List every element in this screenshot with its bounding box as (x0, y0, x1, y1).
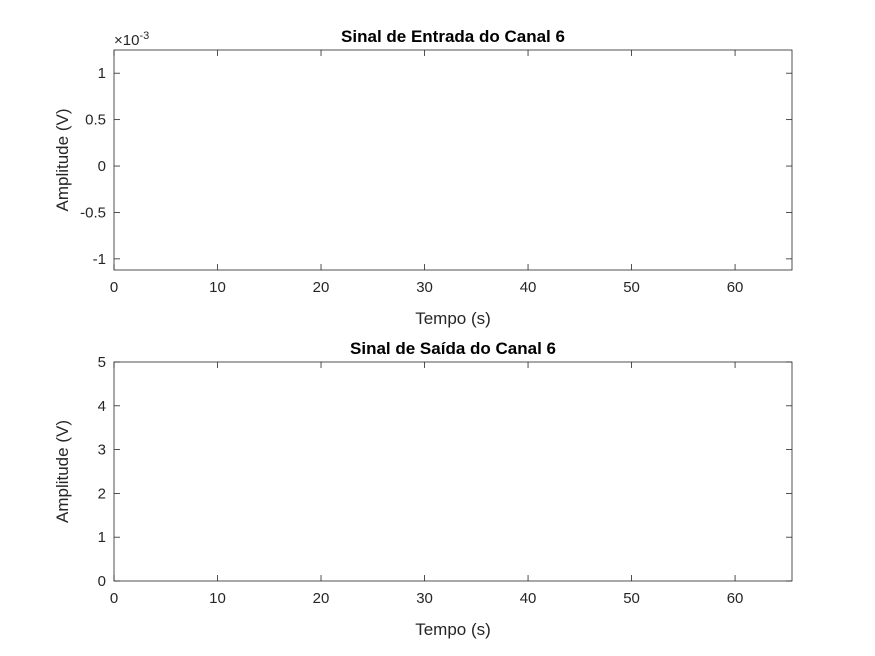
y-tick-label: 1 (98, 529, 106, 546)
x-axis-label: Tempo (s) (415, 620, 491, 639)
x-tick-label: 40 (520, 590, 537, 607)
x-tick-label: 0 (110, 279, 118, 296)
y-tick-label: 1 (98, 65, 106, 82)
y-tick-label: 0 (98, 573, 106, 590)
y-axis-label: Amplitude (V) (53, 420, 72, 523)
y-tick-label: -0.5 (80, 204, 106, 221)
y-tick-label: -1 (93, 251, 106, 268)
y-exponent-power: -3 (139, 30, 149, 42)
y-tick-label: 0 (98, 158, 106, 175)
chart-title: Sinal de Saída do Canal 6 (350, 339, 556, 358)
y-exponent-base: ×10 (114, 32, 139, 49)
axes-frame (113, 49, 793, 271)
y-tick-label: 3 (98, 442, 106, 459)
x-tick-label: 30 (416, 279, 433, 296)
y-exponent-label: ×10-3 (114, 30, 149, 49)
x-tick-label: 30 (416, 590, 433, 607)
chart-title: Sinal de Entrada do Canal 6 (341, 27, 565, 46)
x-tick-label: 20 (313, 279, 330, 296)
x-axis-label: Tempo (s) (415, 309, 491, 328)
x-tick-label: 0 (110, 590, 118, 607)
x-tick-label: 10 (209, 279, 226, 296)
axes-frame (113, 361, 793, 582)
x-tick-label: 40 (520, 279, 537, 296)
output-signal-chart: 0 10 20 30 40 50 60 0 1 2 3 4 5 Sinal de Saída do Can… (53, 339, 793, 639)
y-tick-label: 5 (98, 354, 106, 371)
y-axis-label: Amplitude (V) (53, 109, 72, 212)
y-tick-label: 4 (98, 398, 106, 415)
x-tick-label: 60 (727, 279, 744, 296)
x-tick-label: 50 (623, 590, 640, 607)
x-tick-label: 20 (313, 590, 330, 607)
x-tick-label: 50 (623, 279, 640, 296)
input-signal-chart: 0 10 20 30 40 50 60 -1 -0.5 0 0.5 1 Sinal de Entrada… (53, 27, 793, 328)
y-tick-label: 2 (98, 485, 106, 502)
x-tick-label: 10 (209, 590, 226, 607)
x-tick-label: 60 (727, 590, 744, 607)
y-tick-label: 0.5 (85, 112, 106, 129)
